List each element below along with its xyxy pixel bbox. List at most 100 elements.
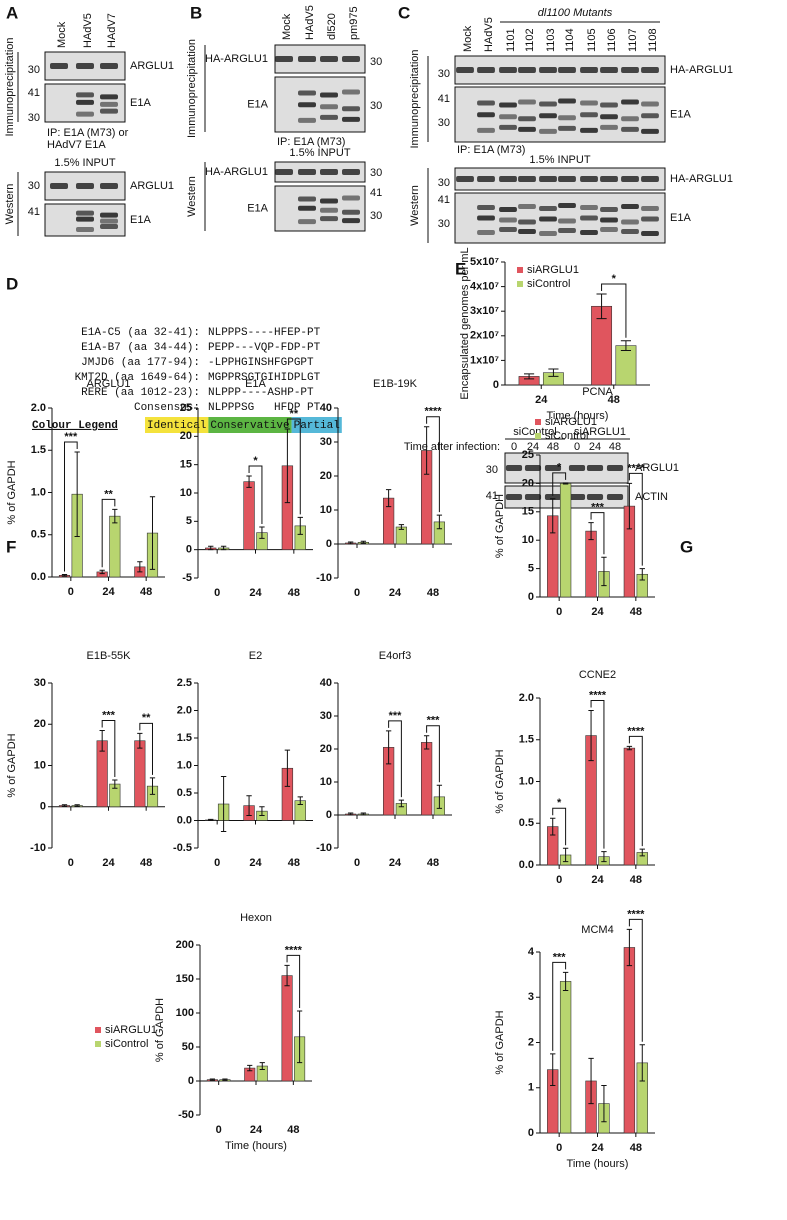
error-bar — [601, 851, 607, 863]
section-label: Western — [186, 176, 198, 217]
blot-band — [621, 176, 639, 182]
lane-label: 1103 — [545, 28, 557, 52]
consensus-label: Consensus: — [134, 402, 200, 414]
y-tick-label: 3x10⁷ — [470, 305, 499, 317]
error-bar — [222, 1078, 228, 1081]
error-bar — [112, 508, 118, 524]
y-tick-label: 20 — [34, 718, 46, 730]
blot-band — [539, 67, 557, 73]
y-tick-label: 1x10⁷ — [470, 354, 499, 366]
error-bar — [550, 498, 556, 534]
legend-label: siARGLU1 — [545, 416, 597, 428]
blot-band — [499, 102, 517, 108]
y-tick-label: -5 — [182, 572, 192, 584]
blot-band — [606, 494, 624, 500]
sequence: PEPP---VQP-FDP-PT — [208, 342, 321, 354]
bar — [243, 481, 255, 550]
blot-band — [100, 183, 118, 189]
blot-band — [641, 113, 659, 119]
error-bar — [137, 561, 143, 573]
y-tick-label: 2.0 — [177, 704, 192, 716]
protein-label: HA-ARGLU1 — [205, 166, 268, 178]
y-tick-label: 5 — [186, 515, 192, 527]
y-tick-label: 30 — [34, 677, 46, 689]
blot-band — [342, 116, 360, 122]
blot-band — [342, 56, 360, 62]
blot-band — [298, 56, 316, 62]
y-tick-label: 2.5 — [177, 677, 192, 689]
x-tick-label: 0 — [214, 857, 220, 869]
blot-band — [342, 209, 360, 215]
bar — [420, 742, 433, 816]
blot-band — [320, 56, 338, 62]
error-bar — [61, 804, 68, 807]
x-tick-label: 24 — [102, 586, 115, 598]
legend-marker — [535, 433, 541, 439]
blot-band — [544, 494, 562, 500]
error-bar — [209, 1078, 216, 1081]
panel-letter: A — [6, 3, 18, 22]
y-tick-label: 0.0 — [31, 571, 46, 583]
legend-label: Conservative — [210, 420, 289, 432]
y-tick-label: 100 — [176, 1007, 194, 1019]
significance-bracket — [628, 918, 643, 1042]
significance-label: **** — [627, 725, 645, 737]
blot-band — [641, 128, 659, 134]
significance-label: * — [557, 462, 562, 474]
legend-marker — [535, 419, 541, 425]
error-bar — [246, 475, 252, 488]
size-marker: 30 — [370, 56, 382, 68]
error-bar — [149, 496, 156, 570]
significance-label: *** — [389, 710, 403, 722]
significance-bracket — [101, 719, 116, 777]
blot-membrane — [274, 76, 366, 133]
blot-band — [76, 226, 94, 232]
blot-band — [600, 217, 618, 223]
blot-band — [558, 228, 576, 233]
error-bar — [74, 451, 80, 537]
legend-label: Partial — [294, 420, 340, 432]
error-bar — [347, 812, 354, 816]
y-tick-label: 0 — [188, 1075, 194, 1087]
blot-band — [298, 196, 316, 202]
y-tick-label: 0.0 — [519, 859, 534, 871]
significance-bracket — [552, 472, 567, 496]
blot-band — [76, 111, 94, 117]
x-tick-label: 24 — [249, 857, 262, 869]
blot-band — [76, 216, 94, 222]
blot-band — [558, 125, 576, 131]
chart-title: E1B-19K — [373, 378, 418, 390]
lane-label: 1107 — [627, 28, 639, 52]
legend-marker — [95, 1027, 101, 1033]
y-tick-label: 30 — [320, 710, 332, 722]
size-marker: 30 — [370, 210, 382, 222]
blot-membrane — [274, 185, 366, 232]
significance-label: **** — [424, 406, 442, 418]
y-tick-label: 10 — [522, 534, 534, 546]
blot-band — [621, 219, 639, 225]
legend-label: siControl — [105, 1038, 148, 1050]
error-bar — [284, 428, 291, 504]
x-tick-label: 48 — [608, 394, 620, 406]
size-marker: 30 — [438, 177, 450, 189]
error-bar — [562, 847, 569, 863]
error-bar — [208, 818, 214, 821]
blot-band — [580, 230, 598, 235]
y-tick-label: 4x10⁷ — [470, 281, 499, 293]
bar — [623, 947, 636, 1134]
lane-label: 48 — [609, 441, 621, 453]
significance-label: * — [253, 455, 258, 467]
blot-band — [477, 67, 495, 73]
size-marker: 30 — [438, 117, 450, 129]
blot-band — [621, 116, 639, 122]
sequence-name: E1A-C5 (aa 32-41): — [81, 327, 200, 339]
panel-letter: G — [680, 537, 693, 556]
error-bar — [259, 806, 265, 817]
error-bar — [588, 1057, 594, 1105]
error-bar — [208, 545, 214, 551]
y-tick-label: -0.5 — [173, 842, 192, 854]
error-bar — [562, 971, 569, 991]
size-marker: 30 — [28, 180, 40, 192]
chart-title: E1A — [245, 378, 266, 390]
error-bar — [259, 526, 265, 539]
